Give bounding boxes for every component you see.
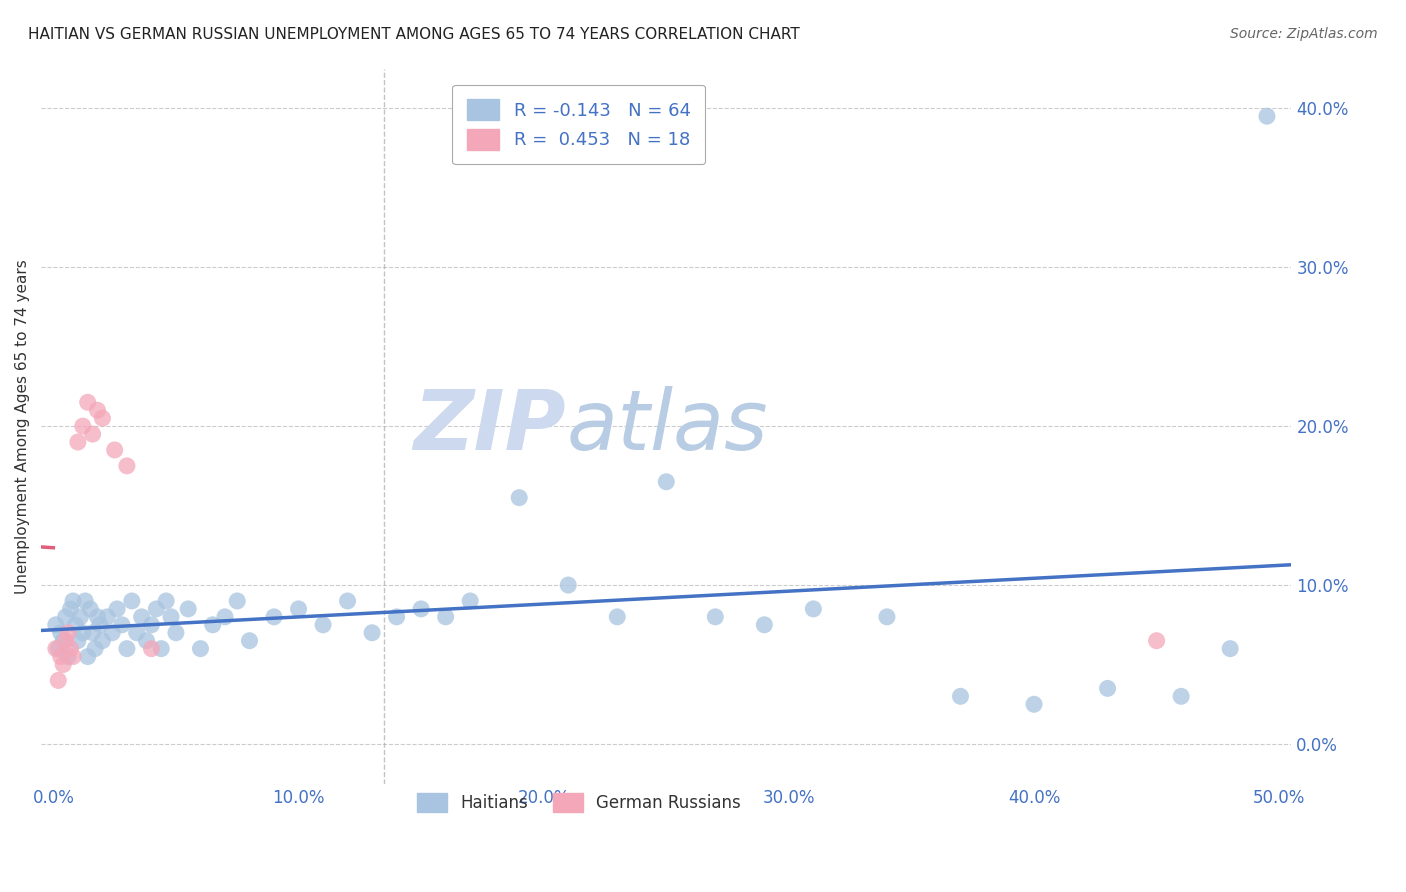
- Point: [79, 602, 101, 616]
- Point: [56, 625, 79, 640]
- Point: [59, 602, 82, 616]
- Legend: Haitians, German Russians: Haitians, German Russians: [404, 780, 754, 825]
- Point: [238, 633, 260, 648]
- Point: [66, 435, 89, 450]
- Point: [115, 641, 138, 656]
- Text: atlas: atlas: [567, 385, 768, 467]
- Point: [385, 610, 408, 624]
- Point: [104, 442, 127, 457]
- Point: [46, 673, 69, 688]
- Point: [361, 625, 384, 640]
- Point: [131, 610, 153, 624]
- Point: [214, 610, 236, 624]
- Point: [45, 617, 67, 632]
- Point: [49, 649, 72, 664]
- Point: [86, 610, 108, 624]
- Text: Source: ZipAtlas.com: Source: ZipAtlas.com: [1230, 27, 1378, 41]
- Point: [434, 610, 457, 624]
- Point: [66, 633, 89, 648]
- Point: [201, 617, 224, 632]
- Point: [105, 602, 128, 616]
- Point: [655, 475, 678, 489]
- Point: [508, 491, 530, 505]
- Point: [1022, 698, 1045, 712]
- Point: [125, 625, 148, 640]
- Point: [72, 625, 94, 640]
- Point: [55, 633, 77, 648]
- Point: [56, 649, 79, 664]
- Point: [96, 610, 118, 624]
- Point: [91, 411, 114, 425]
- Point: [557, 578, 579, 592]
- Point: [62, 649, 84, 664]
- Point: [606, 610, 628, 624]
- Point: [949, 690, 972, 704]
- Point: [411, 602, 433, 616]
- Point: [89, 617, 111, 632]
- Point: [75, 594, 97, 608]
- Point: [165, 625, 187, 640]
- Point: [82, 427, 104, 442]
- Point: [336, 594, 359, 608]
- Point: [52, 633, 75, 648]
- Point: [55, 610, 77, 624]
- Point: [704, 610, 727, 624]
- Point: [141, 641, 163, 656]
- Point: [65, 617, 87, 632]
- Point: [111, 617, 134, 632]
- Point: [1219, 641, 1241, 656]
- Point: [754, 617, 776, 632]
- Point: [1170, 690, 1192, 704]
- Point: [160, 610, 183, 624]
- Point: [1097, 681, 1119, 696]
- Point: [76, 649, 98, 664]
- Point: [46, 641, 69, 656]
- Point: [226, 594, 249, 608]
- Point: [150, 641, 173, 656]
- Point: [458, 594, 481, 608]
- Point: [876, 610, 898, 624]
- Point: [177, 602, 200, 616]
- Point: [52, 657, 75, 672]
- Point: [155, 594, 177, 608]
- Y-axis label: Unemployment Among Ages 65 to 74 years: Unemployment Among Ages 65 to 74 years: [15, 259, 30, 593]
- Point: [45, 641, 67, 656]
- Text: HAITIAN VS GERMAN RUSSIAN UNEMPLOYMENT AMONG AGES 65 TO 74 YEARS CORRELATION CHA: HAITIAN VS GERMAN RUSSIAN UNEMPLOYMENT A…: [28, 27, 800, 42]
- Point: [1146, 633, 1168, 648]
- Point: [84, 641, 107, 656]
- Point: [287, 602, 309, 616]
- Point: [69, 610, 91, 624]
- Point: [145, 602, 167, 616]
- Point: [86, 403, 108, 417]
- Point: [91, 633, 114, 648]
- Point: [49, 625, 72, 640]
- Point: [141, 617, 163, 632]
- Point: [312, 617, 335, 632]
- Point: [263, 610, 285, 624]
- Point: [59, 641, 82, 656]
- Point: [803, 602, 825, 616]
- Point: [115, 458, 138, 473]
- Point: [135, 633, 157, 648]
- Point: [121, 594, 143, 608]
- Point: [62, 594, 84, 608]
- Point: [72, 419, 94, 434]
- Point: [101, 625, 124, 640]
- Point: [1256, 109, 1278, 123]
- Point: [82, 625, 104, 640]
- Point: [76, 395, 98, 409]
- Point: [190, 641, 212, 656]
- Text: ZIP: ZIP: [413, 385, 567, 467]
